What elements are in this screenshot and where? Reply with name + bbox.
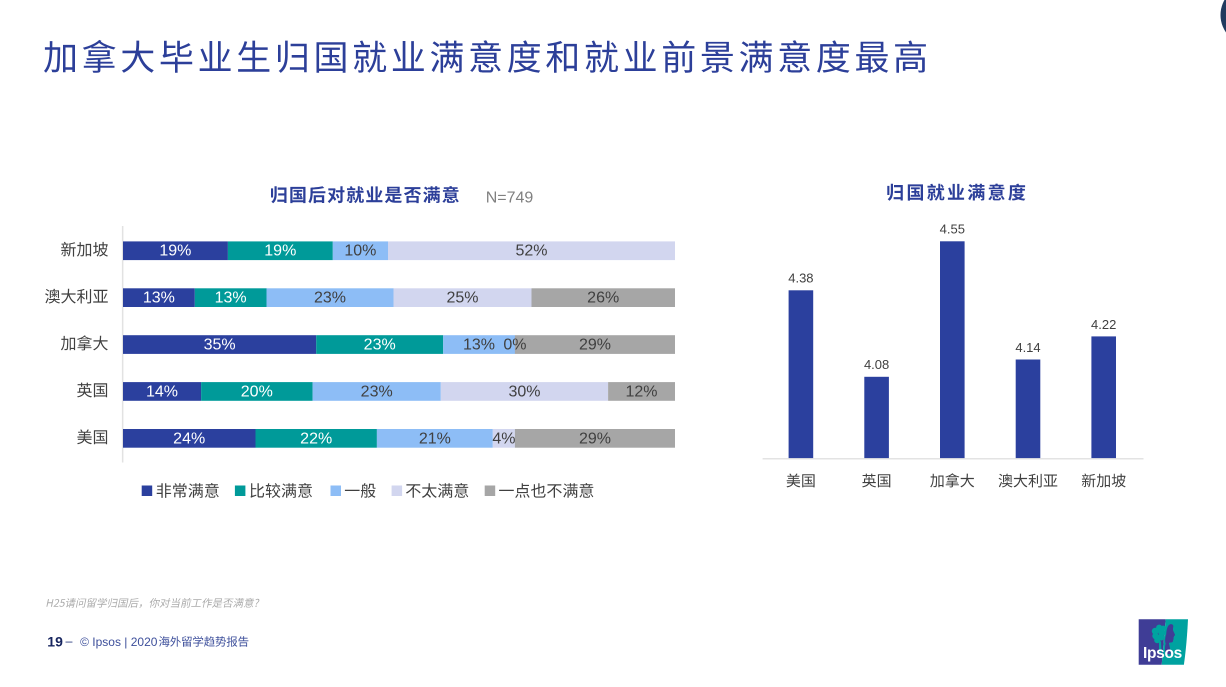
svg-text:25%: 25%	[446, 290, 478, 307]
svg-text:35%: 35%	[204, 337, 236, 354]
svg-text:52%: 52%	[515, 243, 547, 260]
svg-text:29%: 29%	[579, 430, 611, 447]
svg-text:13%: 13%	[215, 290, 247, 307]
svg-text:4.08: 4.08	[864, 357, 889, 372]
svg-text:–: –	[66, 635, 73, 649]
svg-text:24%: 24%	[173, 430, 205, 447]
svg-text:23%: 23%	[361, 383, 393, 400]
svg-text:29%: 29%	[579, 337, 611, 354]
svg-text:26%: 26%	[587, 290, 619, 307]
svg-text:4.38: 4.38	[788, 271, 813, 286]
svg-text:20%: 20%	[241, 383, 273, 400]
svg-text:4.14: 4.14	[1015, 340, 1040, 355]
svg-text:14%: 14%	[146, 383, 178, 400]
svg-text:23%: 23%	[314, 290, 346, 307]
svg-text:23%: 23%	[364, 337, 396, 354]
svg-text:N=749: N=749	[486, 189, 534, 206]
svg-text:22%: 22%	[300, 430, 332, 447]
svg-text:© Ipsos | 2020: © Ipsos | 2020	[80, 635, 158, 649]
svg-text:19%: 19%	[264, 243, 296, 260]
svg-text:4.22: 4.22	[1091, 317, 1116, 332]
svg-text:Ipsos: Ipsos	[1143, 645, 1182, 662]
svg-text:13%: 13%	[463, 337, 495, 354]
svg-text:4.55: 4.55	[940, 222, 965, 237]
svg-text:30%: 30%	[508, 383, 540, 400]
svg-text:0%: 0%	[503, 337, 526, 354]
svg-text:19%: 19%	[159, 243, 191, 260]
svg-text:4%: 4%	[492, 430, 515, 447]
svg-text:21%: 21%	[419, 430, 451, 447]
svg-text:10%: 10%	[344, 243, 376, 260]
svg-text:12%: 12%	[625, 383, 657, 400]
svg-text:19: 19	[47, 634, 63, 650]
svg-text:13%: 13%	[143, 290, 175, 307]
